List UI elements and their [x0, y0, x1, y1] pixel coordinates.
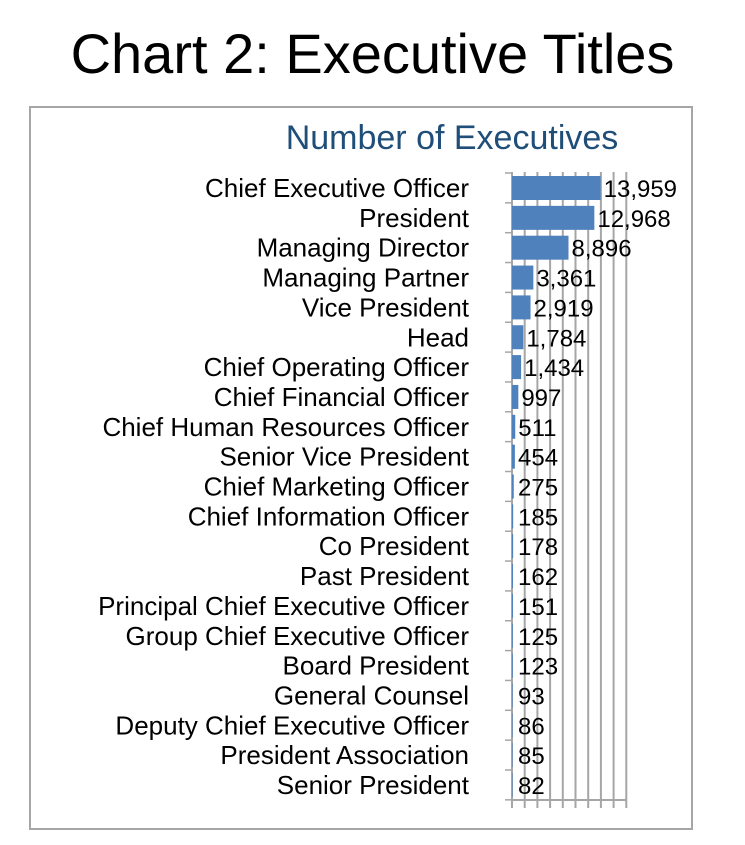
page-title: Chart 2: Executive Titles — [70, 22, 675, 85]
chart-title: Number of Executives — [286, 119, 619, 157]
bar — [512, 593, 513, 618]
value-label: 125 — [518, 624, 558, 651]
category-label: Group Chief Executive Officer — [126, 621, 470, 651]
value-label: 123 — [518, 654, 558, 681]
grid-lines — [505, 172, 628, 808]
bar — [512, 564, 514, 589]
category-label: Co President — [319, 531, 470, 561]
value-label: 185 — [518, 504, 558, 531]
bar — [512, 444, 515, 469]
value-label: 1,434 — [524, 355, 584, 382]
bars — [512, 176, 601, 797]
value-label: 82 — [518, 773, 545, 800]
chart-frame — [29, 106, 693, 830]
value-label: 13,959 — [604, 176, 677, 203]
value-label: 275 — [518, 475, 558, 502]
bar — [512, 265, 534, 290]
category-label: Senior President — [277, 770, 470, 800]
value-label: 2,919 — [534, 295, 594, 322]
bar — [512, 713, 513, 738]
category-label: General Counsel — [274, 680, 469, 710]
category-label: Past President — [300, 561, 470, 591]
category-label: Board President — [283, 651, 470, 681]
bar — [512, 355, 522, 380]
category-label: Chief Executive Officer — [205, 173, 469, 203]
category-label: Head — [407, 322, 469, 352]
value-label: 178 — [518, 534, 558, 561]
value-label: 454 — [518, 445, 558, 472]
value-label: 12,968 — [597, 206, 670, 233]
bar — [512, 325, 524, 350]
value-label: 151 — [518, 594, 558, 621]
bar — [512, 683, 513, 708]
bar — [512, 414, 516, 439]
category-label: Chief Information Officer — [188, 501, 470, 531]
value-label: 997 — [521, 385, 561, 412]
category-labels: Chief Executive OfficerPresidentManaging… — [98, 173, 470, 800]
value-label: 86 — [518, 713, 545, 740]
category-label: Chief Marketing Officer — [204, 472, 470, 502]
bar — [512, 384, 519, 409]
bar — [512, 743, 513, 768]
category-label: Senior Vice President — [219, 442, 469, 472]
value-label: 3,361 — [536, 266, 596, 293]
bar — [512, 295, 531, 320]
value-label: 162 — [518, 564, 558, 591]
bar — [512, 623, 513, 648]
category-label: Chief Financial Officer — [214, 382, 470, 412]
bar — [512, 205, 595, 230]
category-label: Managing Director — [257, 233, 470, 263]
category-label: President Association — [220, 740, 469, 770]
category-label: Principal Chief Executive Officer — [98, 591, 469, 621]
category-label: Managing Partner — [262, 263, 469, 293]
value-label: 8,896 — [571, 236, 631, 263]
category-label: President — [359, 203, 470, 233]
category-label: Vice President — [302, 292, 470, 322]
value-label: 1,784 — [526, 325, 586, 352]
bar — [512, 235, 569, 260]
bar — [512, 176, 601, 200]
bar — [512, 474, 514, 499]
category-label: Deputy Chief Executive Officer — [115, 710, 469, 740]
category-label: Chief Operating Officer — [204, 352, 470, 382]
bar — [512, 653, 513, 678]
category-label: Chief Human Resources Officer — [102, 412, 469, 442]
bar — [512, 504, 514, 529]
bar — [512, 534, 514, 559]
value-label: 511 — [518, 415, 556, 442]
value-label: 93 — [518, 683, 545, 710]
value-label: 85 — [518, 743, 545, 770]
bar — [512, 773, 513, 797]
